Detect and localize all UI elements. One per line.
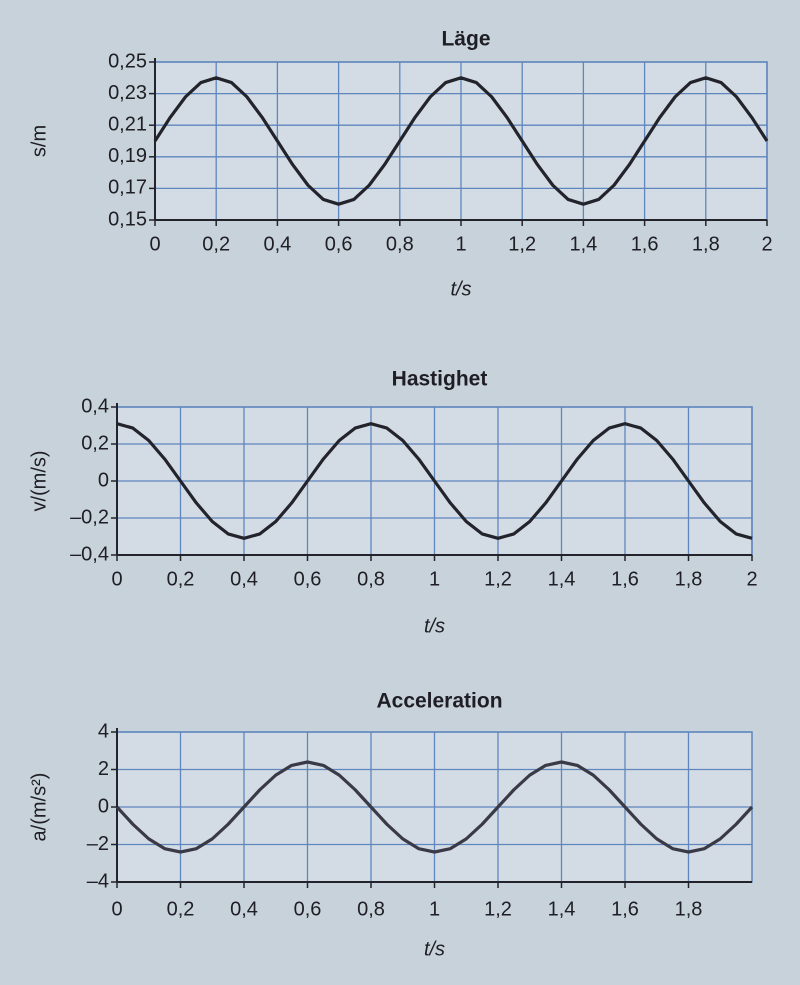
x-tick-label: 1,6	[611, 898, 639, 920]
y-axis-label: a/(m/s²)	[28, 773, 50, 842]
y-tick-label: 0	[98, 795, 109, 817]
x-tick-label: 1,2	[484, 898, 512, 920]
x-tick-label: 0	[111, 568, 122, 590]
data-line	[115, 760, 754, 854]
y-tick-label: 0,2	[81, 432, 109, 454]
x-tick-label: 0,8	[386, 233, 414, 255]
x-tick-label: 1,6	[611, 568, 639, 590]
y-tick-label: 0,19	[108, 145, 147, 167]
x-tick-label: 1,8	[675, 898, 703, 920]
x-tick-label: 1	[429, 898, 440, 920]
x-tick-label: 1,4	[548, 898, 576, 920]
chart-title: Acceleration	[376, 690, 502, 713]
y-tick-label: 0	[98, 469, 109, 491]
x-tick-label: 0,4	[230, 568, 258, 590]
x-tick-label: 0,6	[325, 233, 353, 255]
y-tick-label: 2	[98, 758, 109, 780]
y-tick-label: 0,15	[108, 208, 147, 230]
y-tick-label: –0,4	[70, 543, 109, 565]
x-tick-label: 0,4	[263, 233, 291, 255]
x-tick-label: 2	[746, 568, 757, 590]
x-tick-label: 0,4	[230, 898, 258, 920]
x-tick-label: 0,2	[167, 898, 195, 920]
x-axis-label: t/s	[424, 938, 445, 960]
chart-title: Läge	[441, 28, 490, 51]
x-tick-label: 1,4	[548, 568, 576, 590]
y-tick-label: 0,4	[81, 395, 109, 417]
x-tick-label: 1	[455, 233, 466, 255]
y-axis-label: v/(m/s)	[28, 450, 50, 511]
x-tick-label: 1,6	[631, 233, 659, 255]
x-tick-label: 1,8	[692, 233, 720, 255]
y-tick-label: –0,2	[70, 506, 109, 528]
data-line	[153, 76, 769, 206]
x-tick-label: 1,4	[569, 233, 597, 255]
x-axis-label: t/s	[424, 615, 445, 637]
x-tick-label: 0,6	[294, 568, 322, 590]
x-tick-label: 0,2	[167, 568, 195, 590]
chart-title: Hastighet	[392, 368, 488, 391]
x-tick-label: 0	[111, 898, 122, 920]
y-tick-label: 0,21	[108, 113, 147, 135]
y-tick-label: 0,17	[108, 177, 147, 199]
x-tick-label: 1	[429, 568, 440, 590]
y-tick-label: 0,23	[108, 82, 147, 104]
x-tick-label: 0,2	[202, 233, 230, 255]
x-tick-label: 1,2	[508, 233, 536, 255]
y-axis-label: s/m	[28, 125, 50, 157]
x-tick-label: 0,8	[357, 898, 385, 920]
y-tick-label: –4	[87, 870, 109, 892]
y-tick-label: –2	[87, 833, 109, 855]
x-tick-label: 2	[761, 233, 772, 255]
x-tick-label: 1,8	[675, 568, 703, 590]
x-tick-label: 0,6	[294, 898, 322, 920]
x-tick-label: 0,8	[357, 568, 385, 590]
data-line	[116, 422, 753, 540]
x-tick-label: 1,2	[484, 568, 512, 590]
y-tick-label: 0,25	[108, 50, 147, 72]
x-axis-label: t/s	[450, 278, 471, 300]
y-tick-label: 4	[98, 720, 109, 742]
x-tick-label: 0	[149, 233, 160, 255]
